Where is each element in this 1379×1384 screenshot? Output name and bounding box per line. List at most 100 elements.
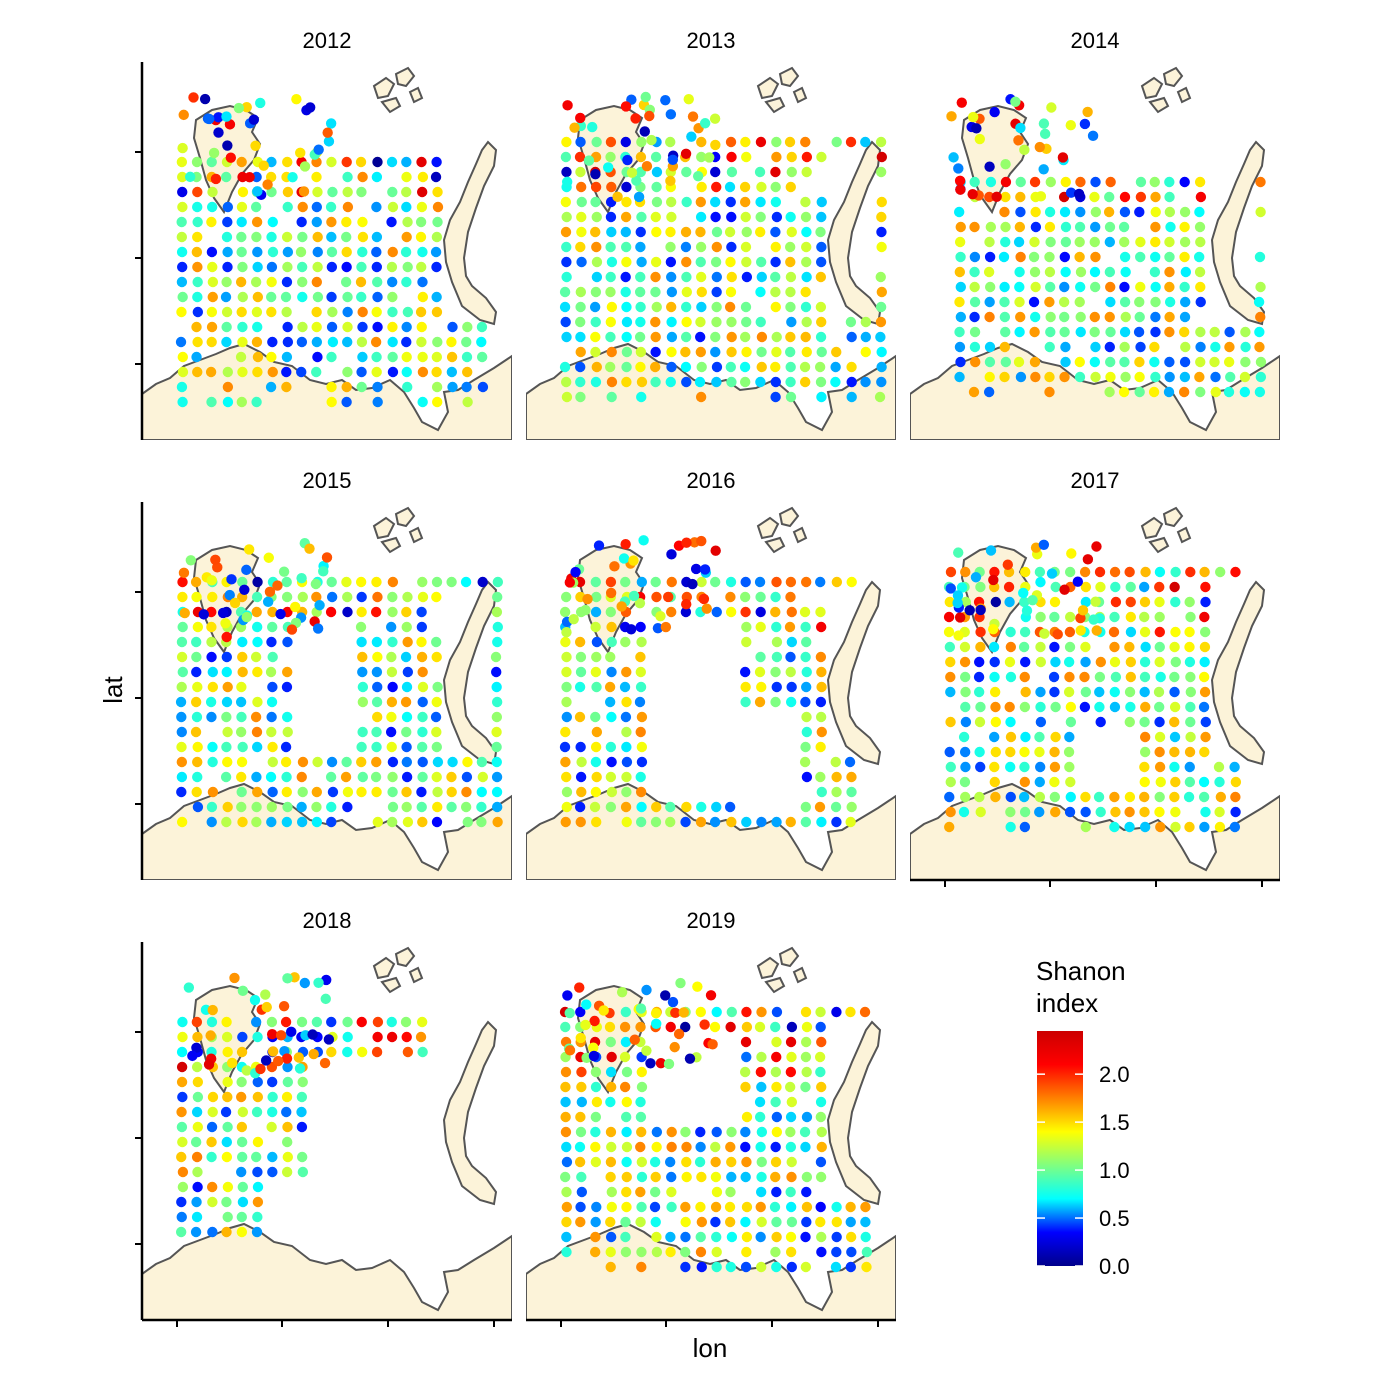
station-point [989,776,1000,788]
franz-josef-island [1176,86,1192,104]
station-point [252,786,263,798]
station-point [177,201,188,213]
station-point [680,1216,691,1228]
station-point [959,671,971,683]
station-point [387,576,399,588]
station-point [710,346,721,358]
station-point [695,391,707,403]
station-point [401,726,412,738]
station-point [387,681,398,693]
station-point [1255,371,1267,383]
station-point [430,636,442,648]
station-point [340,276,352,288]
station-point [560,151,572,163]
station-point [1030,371,1041,383]
station-point [801,1111,813,1123]
station-point [1134,356,1145,368]
station-point [432,336,443,348]
station-point [695,1141,706,1153]
station-point [755,226,766,238]
station-point [252,186,263,197]
station-point [1090,221,1101,233]
station-point [357,216,368,228]
station-point [477,771,489,783]
station-point [605,1231,617,1243]
station-point [206,396,217,408]
station-point [415,231,427,243]
novaya-zemlya-island [1210,580,1266,766]
facet-title: 2019 [687,908,736,933]
station-point [1169,701,1181,713]
station-point [314,600,325,611]
station-point [1074,356,1085,368]
station-point [1184,626,1195,638]
station-point [564,1007,575,1019]
station-point [224,589,235,601]
station-point [356,1016,367,1028]
station-point [281,576,292,588]
station-point [875,166,887,178]
station-point [591,1096,603,1108]
station-point [387,366,399,378]
station-point [590,286,602,298]
station-point [476,756,488,768]
station-point [251,216,263,228]
station-point [325,606,337,618]
station-point [960,716,972,728]
station-point [692,170,704,182]
station-point [559,286,571,298]
station-point [974,133,986,145]
station-point [621,666,632,678]
franz-josef-island [380,976,402,994]
station-point [991,191,1002,202]
station-point [1184,746,1196,758]
station-point [1049,641,1060,653]
station-point [236,1121,248,1133]
station-point [680,606,692,618]
station-point [1064,626,1076,638]
station-point [786,606,797,618]
station-point [221,631,232,643]
station-point [1079,118,1091,130]
station-point [1080,596,1092,608]
station-point [206,1121,218,1133]
station-point [1223,356,1235,368]
station-point [944,641,956,653]
station-point [860,331,872,343]
station-point [975,604,986,616]
franz-josef-island [394,946,416,968]
station-point [636,376,648,388]
station-point [1013,236,1025,248]
station-point [696,301,707,313]
station-point [771,1051,782,1063]
station-point [206,711,217,723]
colorbar-tick-label: 0.0 [1099,1254,1130,1279]
station-point [1224,326,1235,338]
station-point [741,1246,752,1258]
station-point [875,316,887,328]
station-point [739,331,751,343]
facet-title: 2012 [303,28,352,53]
station-point [636,576,648,588]
station-point [621,181,632,193]
station-point [684,1053,696,1064]
station-point [491,711,503,723]
station-point [754,576,766,588]
station-point [192,1031,203,1043]
station-point [1080,821,1091,833]
station-point [491,756,502,768]
station-point [724,301,736,313]
station-point [999,341,1011,353]
station-point [252,636,263,648]
station-point [815,1006,826,1018]
station-point [190,696,202,708]
station-point [206,1136,217,1148]
station-point [191,666,202,678]
station-point [400,696,412,708]
station-point [191,1016,203,1028]
station-point [1082,554,1094,565]
station-point [236,231,247,243]
station-point [561,801,572,813]
station-point [266,261,278,273]
station-point [296,366,307,378]
